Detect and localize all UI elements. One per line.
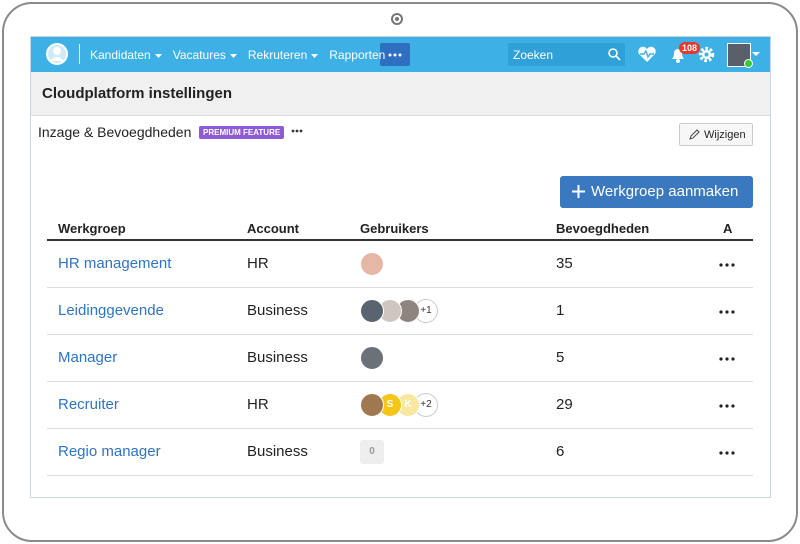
workgroup-link[interactable]: Manager bbox=[58, 349, 118, 366]
column-header: Gebruikers bbox=[360, 221, 429, 236]
row-menu[interactable] bbox=[719, 255, 735, 267]
status-dot bbox=[744, 59, 753, 68]
account: Business bbox=[247, 443, 308, 460]
column-header: Werkgroep bbox=[58, 221, 126, 236]
create-label: Werkgroep aanmaken bbox=[591, 183, 739, 200]
logo[interactable] bbox=[45, 42, 69, 66]
permission-count: 29 bbox=[556, 396, 573, 413]
user-avatar bbox=[360, 346, 384, 370]
dropdown-caret bbox=[311, 54, 319, 58]
nav-item[interactable]: Vacatures bbox=[172, 48, 226, 62]
account: HR bbox=[247, 396, 269, 413]
user-avatar bbox=[360, 252, 384, 276]
nav-item[interactable]: Rapporten bbox=[329, 48, 386, 62]
section-title: Inzage & Bevoegdheden bbox=[38, 124, 192, 140]
premium-badge: PREMIUM FEATURE bbox=[199, 126, 285, 139]
workgroup-link[interactable]: Leidinggevende bbox=[58, 302, 164, 319]
column-header: A bbox=[723, 221, 733, 236]
divider bbox=[79, 44, 80, 64]
row-separator bbox=[47, 287, 753, 288]
permission-count: 35 bbox=[556, 255, 573, 272]
row-separator bbox=[47, 475, 753, 476]
search-box[interactable]: Zoeken bbox=[508, 43, 625, 66]
navbar: Zoeken 108 Kandidaten Vacatures Rekruteren… bbox=[31, 37, 770, 72]
camera bbox=[391, 13, 403, 25]
permission-count: 5 bbox=[556, 349, 565, 366]
row-separator bbox=[47, 381, 753, 382]
page-title: Cloudplatform instellingen bbox=[42, 85, 232, 102]
header-rule bbox=[47, 239, 753, 241]
create-button[interactable]: Werkgroep aanmaken bbox=[560, 176, 753, 208]
user-avatar bbox=[360, 299, 384, 323]
row-menu[interactable] bbox=[719, 443, 735, 455]
user-count-empty: 0 bbox=[360, 440, 384, 464]
permission-count: 6 bbox=[556, 443, 565, 460]
workgroup-link[interactable]: Recruiter bbox=[58, 396, 119, 413]
dropdown-caret bbox=[154, 54, 162, 58]
workgroup-link[interactable]: Regio manager bbox=[58, 443, 161, 460]
page-header: Cloudplatform instellingen bbox=[31, 72, 770, 116]
row-menu[interactable] bbox=[719, 349, 735, 361]
health-icon[interactable] bbox=[637, 45, 657, 63]
column-header: Account bbox=[247, 221, 299, 236]
account: Business bbox=[247, 349, 308, 366]
section-menu[interactable] bbox=[291, 128, 305, 134]
edit-label: Wijzigen bbox=[704, 129, 746, 141]
workgroup-link[interactable]: HR management bbox=[58, 255, 172, 272]
row-menu[interactable] bbox=[719, 396, 735, 408]
permission-count: 1 bbox=[556, 302, 565, 319]
row-separator bbox=[47, 428, 753, 429]
nav-item[interactable]: Rekruteren bbox=[247, 48, 308, 62]
screen: Zoeken 108 Kandidaten Vacatures Rekruteren… bbox=[30, 36, 771, 498]
column-header: Bevoegdheden bbox=[556, 221, 650, 236]
settings-icon[interactable] bbox=[698, 46, 715, 63]
more-button[interactable] bbox=[380, 43, 410, 66]
account: Business bbox=[247, 302, 308, 319]
notification-badge: 108 bbox=[679, 42, 701, 54]
account: HR bbox=[247, 255, 269, 272]
row-separator bbox=[47, 334, 753, 335]
edit-button[interactable]: Wijzigen bbox=[679, 123, 753, 146]
nav-item[interactable]: Kandidaten bbox=[90, 48, 151, 62]
dropdown-caret bbox=[229, 54, 237, 58]
user-avatar bbox=[360, 393, 384, 417]
search-placeholder: Zoeken bbox=[513, 48, 554, 62]
row-menu[interactable] bbox=[719, 302, 735, 314]
